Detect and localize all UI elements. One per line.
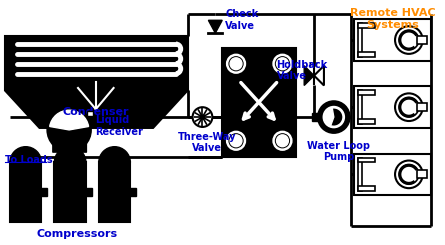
Circle shape	[227, 132, 245, 150]
Circle shape	[324, 107, 344, 127]
Bar	[357, 158, 363, 191]
Text: Compressors: Compressors	[36, 229, 117, 239]
Circle shape	[395, 160, 423, 188]
Circle shape	[230, 58, 242, 70]
Polygon shape	[314, 66, 324, 86]
Bar	[357, 119, 375, 124]
Wedge shape	[325, 108, 334, 125]
Wedge shape	[10, 147, 41, 162]
Bar	[357, 186, 375, 191]
Bar	[354, 19, 431, 61]
Circle shape	[193, 107, 212, 127]
Text: Three-Way
Valve: Three-Way Valve	[178, 132, 237, 153]
Circle shape	[274, 55, 291, 73]
Bar	[357, 158, 375, 162]
Text: Condenser: Condenser	[63, 107, 129, 117]
Circle shape	[48, 108, 91, 152]
Circle shape	[399, 30, 419, 50]
Bar	[87, 111, 93, 116]
Bar	[354, 154, 431, 195]
Bar	[54, 162, 86, 222]
Bar	[417, 171, 427, 178]
Bar	[99, 162, 130, 222]
Bar	[417, 103, 427, 111]
Polygon shape	[5, 90, 188, 128]
Bar	[417, 36, 427, 44]
Bar	[312, 113, 322, 121]
Bar	[357, 23, 363, 57]
Circle shape	[395, 93, 423, 121]
Circle shape	[399, 97, 419, 117]
Circle shape	[399, 164, 419, 184]
Text: To Loads: To Loads	[5, 155, 53, 165]
Circle shape	[230, 135, 242, 147]
Circle shape	[395, 26, 423, 54]
Text: Check
Valve: Check Valve	[225, 10, 259, 31]
Circle shape	[276, 135, 288, 147]
Circle shape	[201, 115, 204, 119]
Bar	[129, 188, 136, 196]
Circle shape	[227, 55, 245, 73]
Bar	[84, 188, 92, 196]
Circle shape	[318, 101, 350, 133]
Bar	[10, 162, 41, 222]
Circle shape	[274, 132, 291, 150]
Polygon shape	[208, 20, 222, 33]
Bar	[357, 23, 375, 28]
Polygon shape	[304, 66, 314, 86]
Text: Water Loop
Pump: Water Loop Pump	[307, 141, 370, 162]
Wedge shape	[50, 110, 89, 130]
Circle shape	[276, 58, 288, 70]
Wedge shape	[99, 147, 130, 162]
Wedge shape	[54, 147, 86, 162]
Text: Holdback
Valve: Holdback Valve	[276, 60, 328, 81]
Bar	[354, 86, 431, 128]
Bar	[5, 36, 188, 90]
Text: Remote HVAC
Systems: Remote HVAC Systems	[350, 8, 436, 30]
Bar	[222, 48, 296, 157]
Text: Liquid
Receiver: Liquid Receiver	[95, 115, 143, 137]
Bar	[357, 90, 363, 124]
Bar	[40, 188, 48, 196]
Bar	[357, 52, 375, 57]
Bar	[357, 90, 375, 95]
